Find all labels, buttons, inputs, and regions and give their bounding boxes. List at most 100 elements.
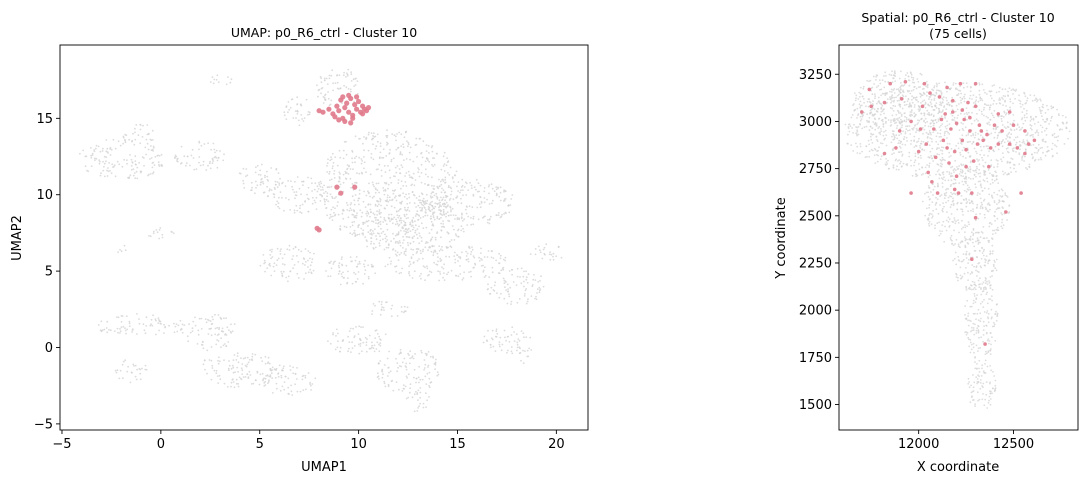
background-cell <box>940 177 943 180</box>
background-cell <box>365 344 368 346</box>
background-cell <box>422 216 425 218</box>
background-cell <box>134 138 137 141</box>
background-cell <box>227 341 230 343</box>
background-cell <box>889 96 891 98</box>
background-cell <box>875 86 878 88</box>
background-cell <box>428 152 430 154</box>
background-cell <box>322 96 325 98</box>
background-cell <box>977 319 980 322</box>
background-cell <box>367 191 370 194</box>
background-cell <box>368 131 370 134</box>
background-cell <box>246 363 249 366</box>
background-cell <box>991 238 994 241</box>
background-cell <box>134 131 136 134</box>
background-cell <box>387 375 389 377</box>
background-cell <box>345 76 347 78</box>
background-cell <box>496 332 499 335</box>
background-cell <box>307 372 310 374</box>
background-cell <box>939 204 941 206</box>
background-cell <box>948 88 951 90</box>
background-cell <box>391 248 394 251</box>
background-cell <box>232 364 234 367</box>
background-cell <box>976 275 978 277</box>
background-cell <box>379 239 382 242</box>
background-cell <box>968 258 970 261</box>
background-cell <box>341 275 343 278</box>
background-cell <box>989 204 991 206</box>
background-cell <box>932 93 935 96</box>
background-cell <box>114 147 117 150</box>
cluster-cell <box>352 102 358 108</box>
background-cell <box>196 343 199 345</box>
background-cell <box>964 180 966 183</box>
background-cell <box>465 258 468 261</box>
background-cell <box>454 261 457 264</box>
background-cell <box>981 203 983 206</box>
background-cell <box>989 94 992 97</box>
background-cell <box>328 77 331 80</box>
background-cell <box>406 377 408 379</box>
background-cell <box>342 271 344 274</box>
background-cell <box>963 236 966 238</box>
background-cell <box>384 237 387 240</box>
background-cell <box>987 350 990 352</box>
background-cell <box>555 255 558 258</box>
background-cell <box>393 190 396 192</box>
background-cell <box>453 228 455 231</box>
background-cell <box>425 226 428 229</box>
background-cell <box>1026 99 1028 102</box>
background-cell <box>979 180 981 183</box>
background-cell <box>989 183 992 185</box>
background-cell <box>400 180 403 183</box>
cluster-cell <box>344 100 350 106</box>
background-cell <box>504 211 507 214</box>
background-cell <box>991 288 994 291</box>
background-cell <box>1002 104 1004 106</box>
background-cell <box>1015 151 1017 153</box>
background-cell <box>219 378 222 381</box>
background-cell <box>171 231 174 234</box>
background-cell <box>293 191 296 194</box>
background-cell <box>455 197 457 199</box>
background-cell <box>462 230 465 233</box>
background-cell <box>976 382 978 385</box>
background-cell <box>880 103 883 106</box>
background-cell <box>981 283 984 285</box>
background-cell <box>296 96 299 99</box>
background-cell <box>214 313 216 316</box>
background-cell <box>892 104 895 107</box>
background-cell <box>363 149 365 152</box>
background-cell <box>411 219 414 222</box>
background-cell <box>400 365 403 368</box>
background-cell <box>442 189 445 192</box>
background-cell <box>899 147 902 149</box>
background-cell <box>961 127 964 130</box>
background-cell <box>377 219 380 222</box>
background-cell <box>866 121 869 123</box>
background-cell <box>275 264 278 266</box>
background-cell <box>910 164 912 167</box>
background-cell <box>220 337 223 340</box>
background-cell <box>338 266 341 269</box>
background-cell <box>423 203 426 206</box>
background-cell <box>955 220 957 223</box>
background-cell <box>395 171 398 174</box>
background-cell <box>983 154 985 157</box>
background-cell <box>922 141 925 143</box>
background-cell <box>977 119 979 122</box>
background-cell <box>430 146 433 149</box>
background-cell <box>871 86 874 89</box>
background-cell <box>498 296 501 299</box>
background-cell <box>440 248 442 251</box>
cluster-cell <box>970 257 974 262</box>
background-cell <box>984 353 987 355</box>
background-cell <box>977 217 980 220</box>
background-cell <box>192 320 195 323</box>
background-cell <box>285 197 287 199</box>
cluster-cell <box>316 227 322 233</box>
background-cell <box>950 195 953 198</box>
background-cell <box>979 99 982 102</box>
background-cell <box>493 290 496 292</box>
background-cell <box>399 201 401 204</box>
background-cell <box>357 226 360 229</box>
